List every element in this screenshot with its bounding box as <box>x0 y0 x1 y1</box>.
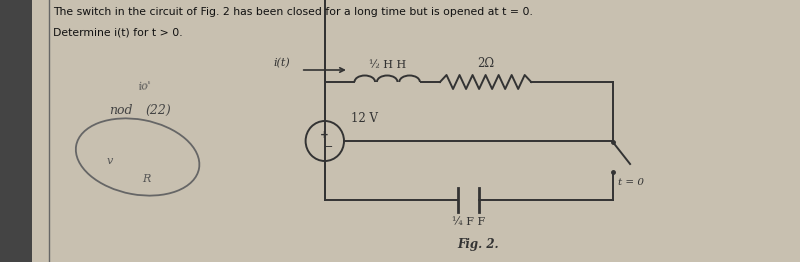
Text: ½ H H: ½ H H <box>369 60 406 70</box>
Text: v: v <box>107 156 113 166</box>
Text: io': io' <box>138 81 152 92</box>
Text: Determine i(t) for t > 0.: Determine i(t) for t > 0. <box>53 27 182 37</box>
Text: 12 V: 12 V <box>350 112 378 125</box>
Text: The switch in the circuit of Fig. 2 has been closed for a long time but is opene: The switch in the circuit of Fig. 2 has … <box>53 7 533 17</box>
Text: ¼ F F: ¼ F F <box>452 217 486 227</box>
Text: (22): (22) <box>146 104 171 117</box>
Text: i(t): i(t) <box>274 58 290 68</box>
Text: Fig. 2.: Fig. 2. <box>458 238 499 251</box>
Text: nod: nod <box>109 104 132 117</box>
Text: 2Ω: 2Ω <box>477 57 494 70</box>
Text: R: R <box>142 174 150 184</box>
Text: +: + <box>319 130 328 140</box>
Text: t = 0: t = 0 <box>618 178 643 187</box>
Text: −: − <box>324 142 334 152</box>
